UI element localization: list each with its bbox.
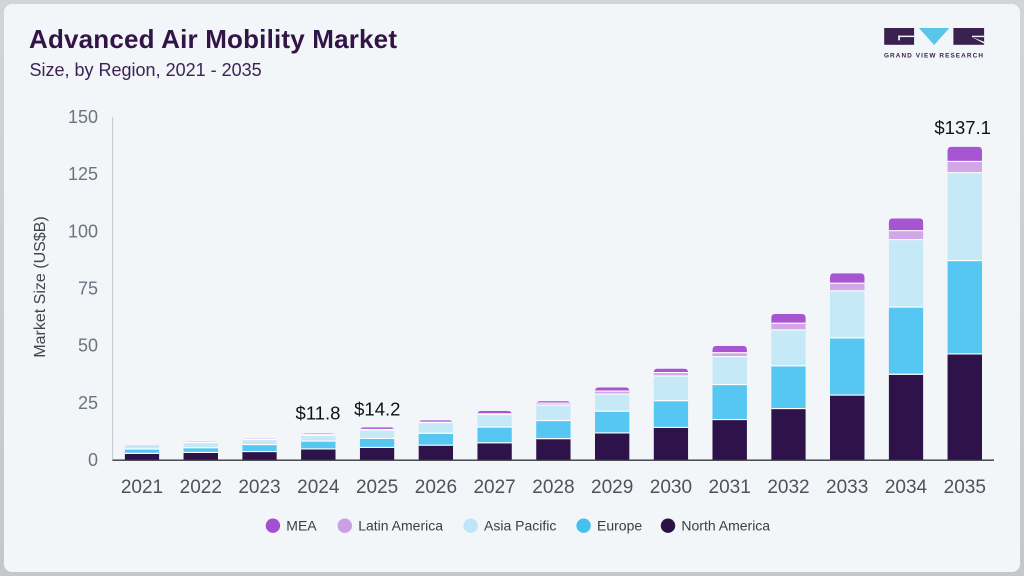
svg-text:2022: 2022 [180, 477, 222, 498]
svg-text:75: 75 [78, 279, 98, 299]
svg-text:2021: 2021 [121, 477, 163, 498]
svg-text:50: 50 [78, 336, 98, 356]
svg-text:North America: North America [681, 518, 770, 534]
svg-text:0: 0 [88, 450, 98, 470]
svg-text:$11.8: $11.8 [296, 403, 341, 424]
svg-text:2024: 2024 [297, 477, 340, 498]
svg-text:2025: 2025 [356, 477, 398, 498]
svg-text:2026: 2026 [415, 477, 457, 498]
svg-text:$14.2: $14.2 [354, 399, 400, 420]
svg-text:Latin America: Latin America [358, 518, 443, 534]
svg-text:Market Size (US$B): Market Size (US$B) [32, 216, 49, 357]
svg-text:2035: 2035 [944, 477, 986, 498]
svg-text:2034: 2034 [885, 477, 928, 498]
svg-text:2028: 2028 [532, 477, 574, 498]
svg-text:$137.1: $137.1 [934, 117, 991, 138]
svg-text:100: 100 [68, 221, 98, 241]
svg-text:150: 150 [68, 107, 98, 127]
svg-text:GRAND VIEW RESEARCH: GRAND VIEW RESEARCH [884, 52, 984, 59]
svg-text:25: 25 [78, 393, 98, 413]
svg-text:125: 125 [68, 164, 98, 184]
svg-text:2033: 2033 [826, 477, 868, 498]
svg-text:2027: 2027 [473, 477, 515, 498]
svg-text:MEA: MEA [286, 518, 317, 534]
svg-text:2029: 2029 [591, 477, 633, 498]
svg-text:2023: 2023 [238, 477, 280, 498]
svg-text:Europe: Europe [597, 518, 642, 534]
svg-text:2031: 2031 [709, 477, 751, 498]
svg-text:Asia Pacific: Asia Pacific [484, 518, 556, 534]
svg-text:2030: 2030 [650, 477, 692, 498]
svg-text:2032: 2032 [767, 477, 809, 498]
